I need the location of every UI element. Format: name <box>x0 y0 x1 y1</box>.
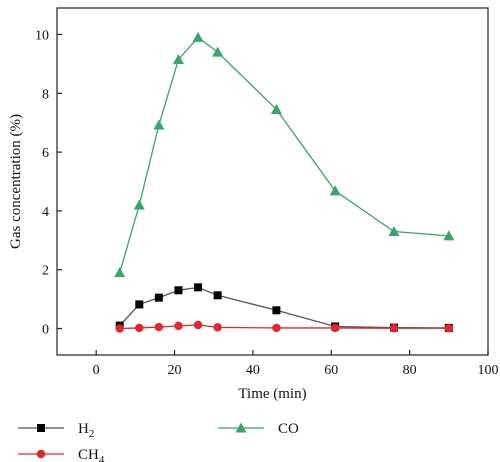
y-axis-title: Gas concentration (%) <box>8 114 24 249</box>
legend-item-h2: H2 <box>18 421 94 440</box>
data-point-co <box>133 199 145 210</box>
data-point-h2 <box>194 283 203 292</box>
legend-label-ch4: CH4 <box>78 447 105 462</box>
legend-marker-ch4 <box>36 449 46 459</box>
data-point-ch4 <box>193 320 203 330</box>
x-tick-label: 60 <box>324 363 338 378</box>
series-line-ch4 <box>119 324 449 330</box>
legend-item-ch4: CH4 <box>18 447 105 462</box>
series-ch4 <box>115 320 454 333</box>
data-point-h2 <box>272 306 281 315</box>
x-tick-label: 40 <box>246 363 260 378</box>
data-point-ch4 <box>174 321 183 331</box>
data-point-ch4 <box>154 322 164 332</box>
legend-label-h2: H2 <box>78 421 94 440</box>
y-tick-label: 4 <box>42 205 49 220</box>
data-point-ch4 <box>444 324 454 333</box>
y-axis: 0 2 4 6 8 10 <box>35 28 62 338</box>
series-line-h2 <box>119 286 449 329</box>
data-point-h2 <box>154 293 163 302</box>
data-point-ch4 <box>135 323 144 333</box>
x-tick-label: 100 <box>478 363 499 378</box>
y-tick-label: 8 <box>42 87 49 102</box>
x-axis: 0 20 40 60 80 100 <box>93 350 499 378</box>
data-point-ch4 <box>115 324 124 333</box>
y-tick-label: 10 <box>35 28 49 43</box>
series-line-co <box>119 36 449 273</box>
plot-border <box>56 7 489 356</box>
x-tick-label: 0 <box>93 363 100 378</box>
data-point-ch4 <box>389 324 399 333</box>
y-tick-label: 6 <box>42 146 49 161</box>
plot-frame <box>56 7 489 356</box>
legend: H2 CH4 CO <box>18 421 299 462</box>
legend-marker-h2 <box>37 424 45 432</box>
legend-marker-co <box>235 422 247 433</box>
y-tick-label: 0 <box>42 323 49 338</box>
data-point-co <box>212 46 224 57</box>
data-point-ch4 <box>272 323 281 333</box>
series-co <box>114 31 455 278</box>
series-layer <box>114 31 455 333</box>
legend-label-co: CO <box>278 421 299 437</box>
data-point-ch4 <box>330 323 340 333</box>
data-point-co <box>192 31 204 42</box>
x-tick-label: 20 <box>168 363 182 378</box>
y-tick-label: 2 <box>42 264 49 279</box>
data-point-co <box>114 267 126 278</box>
data-point-co <box>329 185 341 196</box>
data-point-co <box>270 103 282 114</box>
x-tick-label: 80 <box>403 363 417 378</box>
data-point-co <box>443 230 455 241</box>
data-point-h2 <box>174 286 183 295</box>
series-h2 <box>115 283 453 332</box>
data-point-h2 <box>213 291 222 300</box>
data-point-h2 <box>135 300 144 309</box>
data-point-co <box>172 53 184 64</box>
data-point-co <box>388 225 400 236</box>
x-axis-title: Time (min) <box>238 386 306 402</box>
legend-item-co: CO <box>218 421 299 437</box>
data-point-co <box>153 119 165 130</box>
data-point-ch4 <box>213 323 222 332</box>
